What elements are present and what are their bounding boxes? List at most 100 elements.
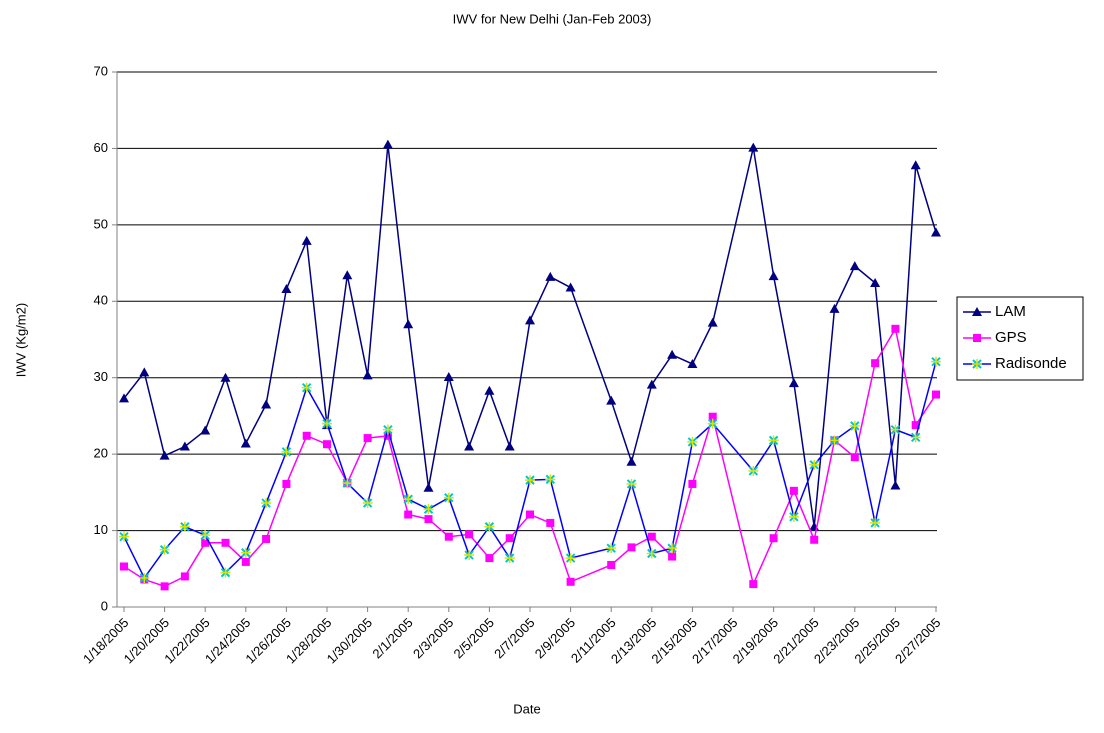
marker-star — [788, 511, 799, 522]
marker — [383, 431, 392, 440]
marker — [281, 446, 292, 457]
marker — [220, 372, 231, 382]
marker — [768, 271, 779, 281]
marker — [281, 284, 292, 294]
marker-star — [261, 498, 272, 509]
marker-star — [870, 517, 881, 528]
marker — [423, 504, 434, 515]
marker — [301, 382, 312, 393]
marker-star — [849, 420, 860, 431]
marker — [443, 371, 454, 381]
marker-star — [525, 475, 535, 486]
marker-star — [200, 530, 211, 541]
marker — [240, 547, 251, 558]
marker — [546, 518, 555, 527]
marker — [911, 421, 920, 430]
marker — [525, 315, 535, 325]
marker — [931, 227, 941, 237]
marker — [667, 543, 678, 554]
marker — [120, 562, 128, 571]
marker — [423, 482, 434, 492]
marker — [139, 572, 150, 583]
marker — [749, 580, 758, 589]
marker — [566, 577, 575, 586]
marker — [179, 521, 190, 532]
marker — [870, 517, 881, 528]
marker-star — [382, 424, 393, 435]
marker — [607, 560, 616, 569]
marker — [890, 480, 901, 490]
marker — [972, 359, 982, 369]
marker — [322, 418, 332, 429]
chart-title: IWV for New Delhi (Jan-Feb 2003) — [453, 11, 652, 26]
marker — [707, 317, 718, 327]
marker — [687, 436, 698, 447]
marker — [179, 441, 190, 451]
x-tick-label: 2/5/2005 — [451, 615, 497, 661]
marker — [627, 543, 636, 552]
marker — [829, 435, 840, 446]
marker — [362, 498, 373, 509]
marker — [261, 399, 272, 409]
marker — [241, 557, 250, 566]
marker-star — [139, 572, 150, 583]
marker — [160, 582, 169, 591]
marker — [688, 479, 697, 488]
y-tick-label: 30 — [94, 369, 108, 384]
marker-star — [240, 547, 251, 558]
marker-star — [809, 459, 820, 470]
marker — [667, 349, 678, 359]
marker — [849, 261, 860, 271]
legend-label: Radisonde — [995, 355, 1067, 372]
marker — [647, 532, 656, 541]
y-tick-label: 20 — [94, 446, 108, 461]
marker — [504, 553, 515, 564]
marker — [200, 425, 211, 435]
marker-star — [484, 521, 495, 532]
marker-star — [565, 553, 576, 564]
marker — [849, 420, 860, 431]
marker — [526, 510, 534, 519]
marker — [382, 139, 393, 149]
marker — [323, 440, 331, 449]
marker — [910, 160, 921, 170]
marker-star — [443, 492, 454, 503]
marker — [708, 412, 717, 421]
marker-star — [179, 521, 190, 532]
marker — [443, 492, 454, 503]
marker-star — [220, 567, 231, 578]
y-tick-label: 70 — [94, 63, 108, 78]
marker — [870, 277, 881, 287]
marker — [282, 479, 291, 488]
marker-star — [301, 382, 312, 393]
marker-star — [362, 498, 373, 509]
marker — [890, 424, 901, 435]
marker — [748, 465, 759, 476]
marker — [606, 543, 617, 554]
marker — [545, 474, 556, 485]
marker — [788, 511, 799, 522]
x-tick-label: 2/3/2005 — [410, 615, 456, 661]
marker-star — [606, 543, 617, 554]
marker — [809, 459, 820, 470]
marker — [342, 478, 353, 489]
marker — [871, 359, 880, 368]
marker-star — [748, 465, 759, 476]
y-tick-label: 50 — [94, 216, 108, 231]
marker — [769, 534, 778, 543]
marker — [748, 142, 759, 152]
marker — [788, 378, 799, 388]
legend-label: LAM — [995, 303, 1026, 320]
marker-star — [972, 359, 982, 369]
marker-star — [646, 548, 657, 559]
marker-star — [423, 504, 434, 515]
marker — [668, 552, 677, 561]
x-tick-label: 2/7/2005 — [491, 615, 537, 661]
marker — [444, 532, 453, 541]
marker — [342, 270, 353, 280]
marker — [119, 531, 129, 542]
marker — [626, 478, 637, 489]
marker — [646, 548, 657, 559]
marker — [464, 550, 475, 561]
